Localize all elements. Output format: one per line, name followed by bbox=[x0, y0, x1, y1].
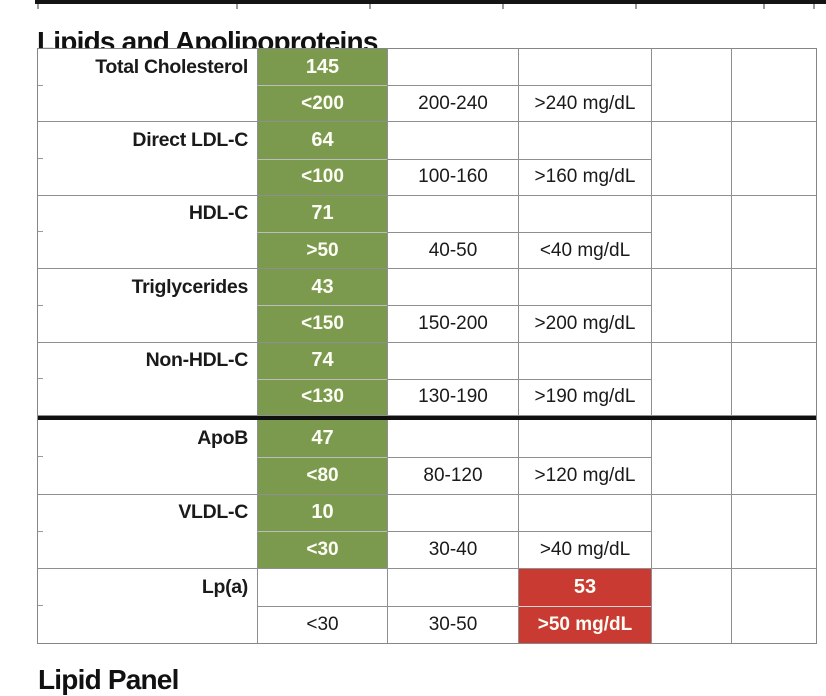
section-divider bbox=[38, 415, 816, 420]
column-tick bbox=[37, 4, 39, 9]
column-tick bbox=[635, 4, 637, 9]
column-tick bbox=[502, 4, 504, 9]
extra-cell-1 bbox=[651, 419, 731, 494]
result-value-cell: 71 bbox=[257, 195, 387, 232]
high-risk-range-cell: >240 mg/dL bbox=[518, 85, 651, 122]
optimal-range-cell: <100 bbox=[257, 158, 387, 195]
borderline-empty-cell bbox=[387, 49, 518, 86]
borderline-range-cell: 40-50 bbox=[387, 231, 518, 269]
result-value-cell: 10 bbox=[257, 494, 387, 532]
result-value-cell: 43 bbox=[257, 269, 387, 306]
borderline-range-cell: 150-200 bbox=[387, 305, 518, 342]
analyte-row-group: Lp(a) <30 30-50 53 >50 mg/dL bbox=[38, 569, 816, 643]
borderline-range-cell: 30-40 bbox=[387, 531, 518, 569]
analyte-label: HDL-C bbox=[188, 202, 248, 225]
result-value-cell: 64 bbox=[257, 122, 387, 159]
borderline-empty-cell bbox=[387, 569, 518, 606]
result-value-cell: 145 bbox=[257, 49, 387, 86]
optimal-range-cell: >50 bbox=[257, 231, 387, 269]
analyte-label: Non-HDL-C bbox=[145, 349, 249, 372]
analyte-row-group: Triglycerides 43 <150 150-200 >200 mg/dL bbox=[38, 269, 816, 343]
borderline-empty-cell bbox=[387, 494, 518, 532]
analyte-row-group: Non-HDL-C 74 <130 130-190 >190 mg/dL bbox=[38, 342, 816, 416]
next-section-title: Lipid Panel bbox=[38, 663, 179, 695]
optimal-range-cell: <130 bbox=[257, 378, 387, 415]
extra-cell-2 bbox=[731, 494, 816, 569]
analyte-label-spacer bbox=[38, 85, 257, 121]
lipids-table: Total Cholesterol 145 <200 200-240 >240 mg/d… bbox=[37, 48, 817, 644]
analyte-label-spacer bbox=[38, 457, 257, 494]
column-tick bbox=[236, 4, 238, 9]
analyte-label: Lp(a) bbox=[201, 576, 248, 599]
extra-cell-2 bbox=[731, 419, 816, 494]
analyte-label-spacer bbox=[38, 305, 257, 341]
borderline-empty-cell bbox=[387, 342, 518, 379]
borderline-empty-cell bbox=[387, 419, 518, 457]
analyte-label: ApoB bbox=[197, 426, 248, 449]
extra-cell-1 bbox=[651, 342, 731, 415]
high-risk-range-cell: >190 mg/dL bbox=[518, 378, 651, 415]
borderline-empty-cell bbox=[387, 195, 518, 232]
high-risk-range-cell: >120 mg/dL bbox=[518, 456, 651, 494]
extra-cell-2 bbox=[731, 195, 816, 269]
high-risk-empty-cell bbox=[518, 49, 651, 86]
high-risk-empty-cell bbox=[518, 419, 651, 457]
analyte-label-spacer bbox=[38, 232, 257, 268]
analyte-row-group: ApoB 47 <80 80-120 >120 mg/dL bbox=[38, 419, 816, 495]
analyte-label: Direct LDL-C bbox=[132, 128, 248, 151]
optimal-range-cell: <80 bbox=[257, 456, 387, 494]
result-value-cell bbox=[257, 569, 387, 606]
high-risk-empty-cell bbox=[518, 269, 651, 306]
column-tick bbox=[369, 4, 371, 9]
optimal-range-cell: <200 bbox=[257, 85, 387, 122]
high-risk-empty-cell bbox=[518, 342, 651, 379]
analyte-label-spacer bbox=[38, 531, 257, 568]
borderline-range-cell: 200-240 bbox=[387, 85, 518, 122]
result-value-cell: 53 bbox=[518, 569, 651, 606]
high-risk-range-cell: >200 mg/dL bbox=[518, 305, 651, 342]
borderline-range-cell: 100-160 bbox=[387, 158, 518, 195]
optimal-range-cell: <150 bbox=[257, 305, 387, 342]
optimal-range-cell: <30 bbox=[257, 531, 387, 569]
extra-cell-1 bbox=[651, 49, 731, 122]
analyte-label: VLDL-C bbox=[178, 501, 248, 524]
extra-cell-1 bbox=[651, 569, 731, 643]
extra-cell-2 bbox=[731, 122, 816, 195]
borderline-empty-cell bbox=[387, 122, 518, 159]
extra-cell-2 bbox=[731, 569, 816, 643]
analyte-row-group: HDL-C 71 >50 40-50 <40 mg/dL bbox=[38, 195, 816, 270]
borderline-range-cell: 80-120 bbox=[387, 456, 518, 494]
high-risk-empty-cell bbox=[518, 122, 651, 159]
high-risk-range-cell: >50 mg/dL bbox=[518, 605, 651, 643]
extra-cell-1 bbox=[651, 195, 731, 269]
high-risk-range-cell: >160 mg/dL bbox=[518, 158, 651, 195]
high-risk-empty-cell bbox=[518, 195, 651, 232]
analyte-row-group: VLDL-C 10 <30 30-40 >40 mg/dL bbox=[38, 494, 816, 570]
extra-cell-2 bbox=[731, 49, 816, 122]
analyte-label-spacer bbox=[38, 159, 257, 195]
high-risk-empty-cell bbox=[518, 494, 651, 532]
column-tick bbox=[763, 4, 765, 9]
borderline-range-cell: 30-50 bbox=[387, 605, 518, 643]
analyte-label: Total Cholesterol bbox=[95, 55, 248, 78]
extra-cell-1 bbox=[651, 269, 731, 342]
column-tick bbox=[813, 4, 815, 9]
analyte-label-spacer bbox=[38, 606, 257, 643]
borderline-range-cell: 130-190 bbox=[387, 378, 518, 415]
result-value-cell: 47 bbox=[257, 419, 387, 457]
analyte-row-group: Direct LDL-C 64 <100 100-160 >160 mg/dL bbox=[38, 122, 816, 196]
extra-cell-2 bbox=[731, 269, 816, 342]
extra-cell-2 bbox=[731, 342, 816, 415]
high-risk-range-cell: >40 mg/dL bbox=[518, 531, 651, 569]
extra-cell-1 bbox=[651, 494, 731, 569]
optimal-range-cell: <30 bbox=[257, 605, 387, 643]
analyte-label-spacer bbox=[38, 379, 257, 415]
result-value-cell: 74 bbox=[257, 342, 387, 379]
top-rule bbox=[35, 0, 826, 4]
extra-cell-1 bbox=[651, 122, 731, 195]
high-risk-range-cell: <40 mg/dL bbox=[518, 231, 651, 269]
borderline-empty-cell bbox=[387, 269, 518, 306]
analyte-label: Triglycerides bbox=[131, 275, 249, 298]
analyte-row-group: Total Cholesterol 145 <200 200-240 >240 mg/d… bbox=[38, 49, 816, 123]
